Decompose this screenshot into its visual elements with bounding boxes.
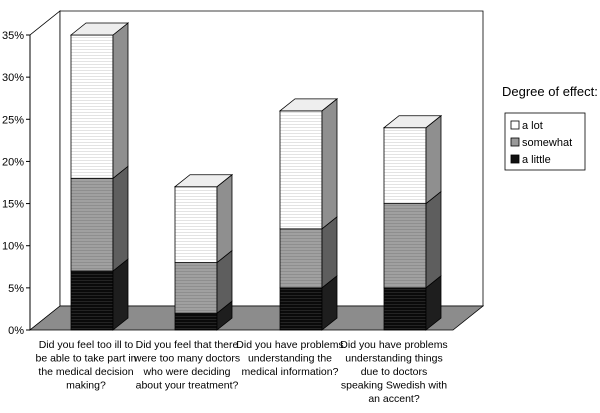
y-tick-label: 35%: [2, 30, 24, 42]
y-axis: 0% 5% 10% 15% 20% 25% 30% 35%: [2, 30, 31, 337]
bar-segment-a-little: [383, 287, 427, 331]
bar-segment-a-lot: [70, 34, 114, 179]
side-wall: [29, 10, 61, 331]
x-category-line: Did you have problems: [236, 339, 343, 351]
bar-segment-a-little: [279, 287, 323, 331]
bar-stack: [69, 22, 130, 331]
x-category-line: medical information?: [242, 366, 339, 378]
bar-stack: [173, 173, 234, 331]
x-category-line: Did you feel that there: [136, 339, 239, 351]
y-tick-label: 30%: [2, 72, 24, 84]
x-category-label: Did you feel that there were too many doc…: [133, 339, 240, 392]
legend-title: Degree of effect:: [502, 84, 598, 99]
bar-segment-side: [112, 22, 129, 180]
bar-segment-somewhat: [279, 228, 323, 289]
bar-segment-side: [216, 173, 233, 264]
x-category-line: an accent?: [368, 393, 420, 405]
x-category-line: the medical decision: [38, 366, 133, 378]
bar-segment-somewhat: [383, 203, 427, 289]
x-category-label: Did you feel too ill to be able to take p…: [36, 339, 137, 392]
y-tick-label: 5%: [8, 283, 24, 295]
bar-segment-side: [425, 114, 442, 205]
x-category-label: Did you have problems understanding the me…: [236, 339, 343, 378]
y-tick-label: 0%: [8, 325, 24, 337]
y-tick-label: 25%: [2, 114, 24, 126]
bar-segment-side: [425, 190, 442, 289]
x-category-line: Did you have problems: [340, 339, 447, 351]
bar-top: [173, 174, 234, 188]
x-category-line: who were deciding: [143, 366, 231, 378]
x-category-line: due to doctors: [361, 366, 428, 378]
legend-label: a little: [522, 154, 551, 166]
x-category-line: about your treatment?: [136, 380, 239, 392]
x-category-line: Did you feel too ill to: [39, 339, 134, 351]
legend: Degree of effect: a lot somewhat a little: [502, 84, 598, 171]
legend-swatch: [510, 154, 520, 164]
bar-segment-side: [321, 98, 338, 230]
bar-segment-a-lot: [174, 186, 218, 263]
bars: [69, 22, 443, 331]
x-category-line: speaking Swedish with: [341, 380, 447, 392]
legend-label: a lot: [522, 120, 543, 132]
x-axis-labels: Did you feel too ill to be able to take p…: [36, 339, 448, 405]
x-category-label: Did you have problems understanding thing…: [340, 339, 447, 405]
x-category-line: be able to take part in: [36, 353, 137, 365]
legend-swatch: [510, 120, 520, 130]
bar-segment-somewhat: [70, 177, 114, 272]
bar-segment-a-little: [70, 270, 114, 331]
bar-stack: [382, 114, 443, 331]
bar-segment-somewhat: [174, 262, 218, 314]
y-tick-label: 10%: [2, 241, 24, 253]
legend-swatch: [510, 137, 520, 147]
bar-top: [69, 22, 130, 36]
y-tick-label: 20%: [2, 156, 24, 168]
bar-top: [278, 98, 339, 112]
x-category-line: understanding the: [248, 353, 332, 365]
bar-top: [382, 115, 443, 129]
bar-segment-a-lot: [279, 110, 323, 230]
x-category-line: understanding things: [345, 353, 443, 365]
x-category-line: were too many doctors: [133, 353, 240, 365]
y-tick-label: 15%: [2, 199, 24, 211]
bar-segment-a-lot: [383, 127, 427, 204]
x-category-line: making?: [66, 380, 106, 392]
bar-segment-a-little: [174, 312, 218, 331]
plot-walls: [28, 10, 485, 331]
legend-label: somewhat: [522, 137, 572, 149]
bar-segment-side: [112, 165, 129, 272]
bar-stack: [278, 98, 339, 331]
